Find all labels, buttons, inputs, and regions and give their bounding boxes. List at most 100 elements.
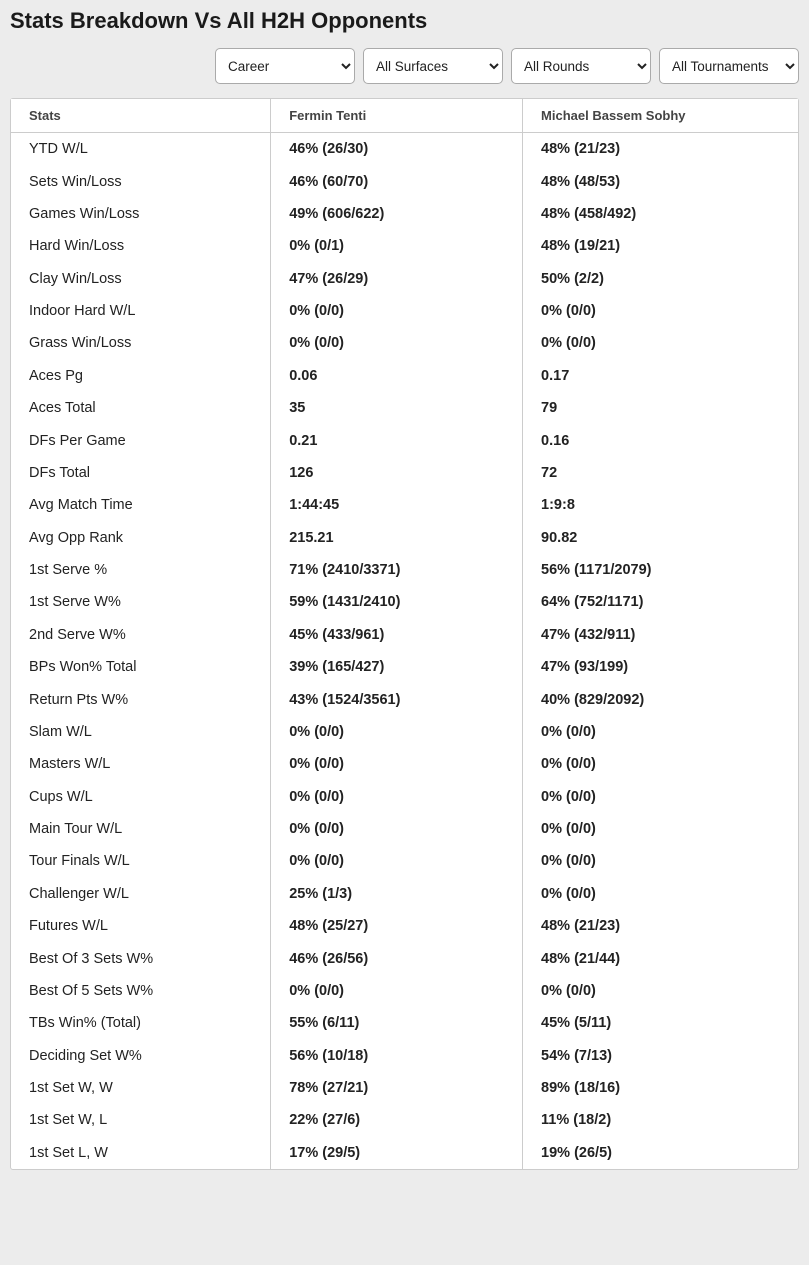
stat-label: 1st Set L, W xyxy=(11,1137,271,1169)
table-row: 1st Serve %71% (2410/3371)56% (1171/2079… xyxy=(11,554,798,586)
player2-value: 48% (48/53) xyxy=(523,165,798,197)
stat-label: Best Of 3 Sets W% xyxy=(11,942,271,974)
stat-label: Masters W/L xyxy=(11,748,271,780)
player1-value: 59% (1431/2410) xyxy=(271,586,523,618)
stat-label: Avg Match Time xyxy=(11,489,271,521)
player1-value: 71% (2410/3371) xyxy=(271,554,523,586)
table-row: Futures W/L48% (25/27)48% (21/23) xyxy=(11,910,798,942)
filter-period[interactable]: Career xyxy=(215,48,355,84)
player2-value: 79 xyxy=(523,392,798,424)
player1-value: 0% (0/0) xyxy=(271,845,523,877)
stat-label: YTD W/L xyxy=(11,133,271,166)
player2-value: 0% (0/0) xyxy=(523,327,798,359)
table-row: BPs Won% Total39% (165/427)47% (93/199) xyxy=(11,651,798,683)
stat-label: Challenger W/L xyxy=(11,878,271,910)
table-row: Avg Opp Rank215.2190.82 xyxy=(11,522,798,554)
table-row: TBs Win% (Total)55% (6/11)45% (5/11) xyxy=(11,1007,798,1039)
player2-value: 50% (2/2) xyxy=(523,263,798,295)
table-row: Return Pts W%43% (1524/3561)40% (829/209… xyxy=(11,683,798,715)
filter-tour[interactable]: All Tournaments xyxy=(659,48,799,84)
player1-value: 0% (0/0) xyxy=(271,748,523,780)
table-row: Slam W/L0% (0/0)0% (0/0) xyxy=(11,716,798,748)
player2-value: 48% (19/21) xyxy=(523,230,798,262)
player2-value: 0.17 xyxy=(523,360,798,392)
player1-value: 56% (10/18) xyxy=(271,1040,523,1072)
player1-value: 0% (0/1) xyxy=(271,230,523,262)
stat-label: Tour Finals W/L xyxy=(11,845,271,877)
player2-value: 54% (7/13) xyxy=(523,1040,798,1072)
player1-value: 0.06 xyxy=(271,360,523,392)
col-header-stats: Stats xyxy=(11,99,271,133)
player2-value: 0% (0/0) xyxy=(523,295,798,327)
table-row: Challenger W/L25% (1/3)0% (0/0) xyxy=(11,878,798,910)
stat-label: Avg Opp Rank xyxy=(11,522,271,554)
stat-label: Slam W/L xyxy=(11,716,271,748)
table-row: Avg Match Time1:44:451:9:8 xyxy=(11,489,798,521)
table-row: Sets Win/Loss46% (60/70)48% (48/53) xyxy=(11,165,798,197)
player1-value: 45% (433/961) xyxy=(271,619,523,651)
table-row: Deciding Set W%56% (10/18)54% (7/13) xyxy=(11,1040,798,1072)
player1-value: 46% (26/30) xyxy=(271,133,523,166)
player1-value: 0.21 xyxy=(271,424,523,456)
player2-value: 19% (26/5) xyxy=(523,1137,798,1169)
player1-value: 55% (6/11) xyxy=(271,1007,523,1039)
table-row: Best Of 3 Sets W%46% (26/56)48% (21/44) xyxy=(11,942,798,974)
stat-label: Aces Total xyxy=(11,392,271,424)
table-row: Aces Pg0.060.17 xyxy=(11,360,798,392)
player2-value: 0% (0/0) xyxy=(523,748,798,780)
player2-value: 0% (0/0) xyxy=(523,716,798,748)
filter-surface[interactable]: All Surfaces xyxy=(363,48,503,84)
stat-label: DFs Per Game xyxy=(11,424,271,456)
player1-value: 0% (0/0) xyxy=(271,781,523,813)
table-row: Masters W/L0% (0/0)0% (0/0) xyxy=(11,748,798,780)
table-row: 1st Set W, L22% (27/6)11% (18/2) xyxy=(11,1104,798,1136)
player1-value: 25% (1/3) xyxy=(271,878,523,910)
filters-bar: Career All Surfaces All Rounds All Tourn… xyxy=(10,48,799,84)
player1-value: 46% (60/70) xyxy=(271,165,523,197)
table-row: 1st Set L, W17% (29/5)19% (26/5) xyxy=(11,1137,798,1169)
stat-label: Return Pts W% xyxy=(11,683,271,715)
player1-value: 17% (29/5) xyxy=(271,1137,523,1169)
stat-label: Aces Pg xyxy=(11,360,271,392)
player2-value: 47% (432/911) xyxy=(523,619,798,651)
table-row: Indoor Hard W/L0% (0/0)0% (0/0) xyxy=(11,295,798,327)
stats-table-container: Stats Fermin Tenti Michael Bassem Sobhy … xyxy=(10,98,799,1170)
table-row: 1st Serve W%59% (1431/2410)64% (752/1171… xyxy=(11,586,798,618)
player1-value: 49% (606/622) xyxy=(271,198,523,230)
col-header-player1: Fermin Tenti xyxy=(271,99,523,133)
player2-value: 47% (93/199) xyxy=(523,651,798,683)
player2-value: 0% (0/0) xyxy=(523,845,798,877)
player1-value: 47% (26/29) xyxy=(271,263,523,295)
player2-value: 0% (0/0) xyxy=(523,878,798,910)
page-title: Stats Breakdown Vs All H2H Opponents xyxy=(10,8,799,34)
table-row: Tour Finals W/L0% (0/0)0% (0/0) xyxy=(11,845,798,877)
player2-value: 0% (0/0) xyxy=(523,813,798,845)
player2-value: 11% (18/2) xyxy=(523,1104,798,1136)
filter-round[interactable]: All Rounds xyxy=(511,48,651,84)
table-row: Hard Win/Loss0% (0/1)48% (19/21) xyxy=(11,230,798,262)
table-row: Aces Total3579 xyxy=(11,392,798,424)
stat-label: Clay Win/Loss xyxy=(11,263,271,295)
stat-label: 1st Serve W% xyxy=(11,586,271,618)
player2-value: 48% (21/44) xyxy=(523,942,798,974)
stat-label: Games Win/Loss xyxy=(11,198,271,230)
player2-value: 0% (0/0) xyxy=(523,975,798,1007)
stat-label: 2nd Serve W% xyxy=(11,619,271,651)
player2-value: 48% (458/492) xyxy=(523,198,798,230)
stat-label: Hard Win/Loss xyxy=(11,230,271,262)
player1-value: 0% (0/0) xyxy=(271,327,523,359)
player1-value: 0% (0/0) xyxy=(271,975,523,1007)
stats-table-header-row: Stats Fermin Tenti Michael Bassem Sobhy xyxy=(11,99,798,133)
player2-value: 90.82 xyxy=(523,522,798,554)
stat-label: 1st Serve % xyxy=(11,554,271,586)
player2-value: 64% (752/1171) xyxy=(523,586,798,618)
stat-label: 1st Set W, W xyxy=(11,1072,271,1104)
player1-value: 35 xyxy=(271,392,523,424)
table-row: DFs Per Game0.210.16 xyxy=(11,424,798,456)
player2-value: 48% (21/23) xyxy=(523,133,798,166)
player1-value: 215.21 xyxy=(271,522,523,554)
table-row: DFs Total12672 xyxy=(11,457,798,489)
table-row: 1st Set W, W78% (27/21)89% (18/16) xyxy=(11,1072,798,1104)
stat-label: Futures W/L xyxy=(11,910,271,942)
player1-value: 78% (27/21) xyxy=(271,1072,523,1104)
